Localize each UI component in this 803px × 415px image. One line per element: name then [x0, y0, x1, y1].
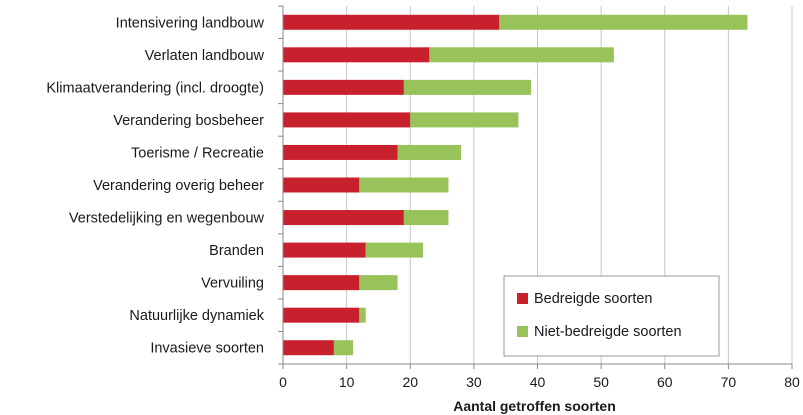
bar-niet-bedreigd	[397, 144, 462, 160]
x-tick-label: 20	[402, 374, 418, 390]
bar-bedreigd	[283, 340, 334, 356]
legend-label: Bedreigde soorten	[534, 291, 653, 307]
x-tick-label: 40	[530, 374, 546, 390]
bar-niet-bedreigd	[333, 340, 353, 356]
bar-niet-bedreigd	[359, 307, 366, 323]
x-tick-label: 10	[339, 374, 355, 390]
legend-swatch	[517, 326, 528, 337]
category-label: Verandering overig beheer	[93, 178, 264, 194]
bar-niet-bedreigd	[403, 79, 532, 95]
bar-bedreigd	[283, 210, 404, 226]
legend-box	[503, 275, 720, 357]
x-tick-labels: 0 10 20 30 40 50 60 70 80	[279, 374, 800, 390]
category-label: Toerisme / Recreatie	[131, 145, 264, 161]
x-tick-label: 60	[657, 374, 673, 390]
x-tick-label: 70	[721, 374, 737, 390]
bar-niet-bedreigd	[403, 210, 449, 226]
legend: Bedreigde soorten Niet-bedreigde soorten	[503, 275, 720, 357]
x-axis-title: Aantal getroffen soorten	[453, 398, 616, 414]
bar-niet-bedreigd	[359, 275, 398, 291]
x-tick-label: 30	[466, 374, 482, 390]
bar-niet-bedreigd	[429, 47, 614, 63]
bar-bedreigd	[283, 177, 360, 193]
category-label: Natuurlijke dynamiek	[129, 308, 264, 324]
axes	[278, 5, 793, 369]
bar-bedreigd	[283, 14, 500, 30]
bar-bedreigd	[283, 47, 430, 63]
category-label: Verandering bosbeheer	[113, 113, 264, 129]
bar-bedreigd	[283, 79, 404, 95]
category-labels: Intensivering landbouw Verlaten landbouw K…	[46, 15, 264, 356]
bar-bedreigd	[283, 112, 411, 128]
bar-bedreigd	[283, 275, 360, 291]
bar-bedreigd	[283, 144, 398, 160]
category-label: Klimaatverandering (incl. droogte)	[46, 80, 264, 96]
category-label: Vervuiling	[201, 276, 264, 292]
category-label: Branden	[209, 243, 264, 259]
bar-niet-bedreigd	[499, 14, 748, 30]
legend-label: Niet-bedreigde soorten	[534, 324, 682, 340]
bar-niet-bedreigd	[410, 112, 519, 128]
x-tick-label: 0	[279, 374, 287, 390]
bars	[283, 14, 748, 356]
category-label: Intensivering landbouw	[116, 15, 265, 31]
x-tick-label: 80	[784, 374, 800, 390]
gridlines	[346, 6, 793, 364]
bar-niet-bedreigd	[365, 242, 423, 258]
bar-bedreigd	[283, 307, 360, 323]
category-label: Invasieve soorten	[150, 341, 264, 357]
bar-niet-bedreigd	[359, 177, 449, 193]
category-label: Verlaten landbouw	[145, 48, 265, 64]
legend-swatch	[517, 293, 528, 304]
category-label: Verstedelijking en wegenbouw	[69, 211, 265, 227]
x-tick-label: 50	[593, 374, 609, 390]
bar-bedreigd	[283, 242, 366, 258]
